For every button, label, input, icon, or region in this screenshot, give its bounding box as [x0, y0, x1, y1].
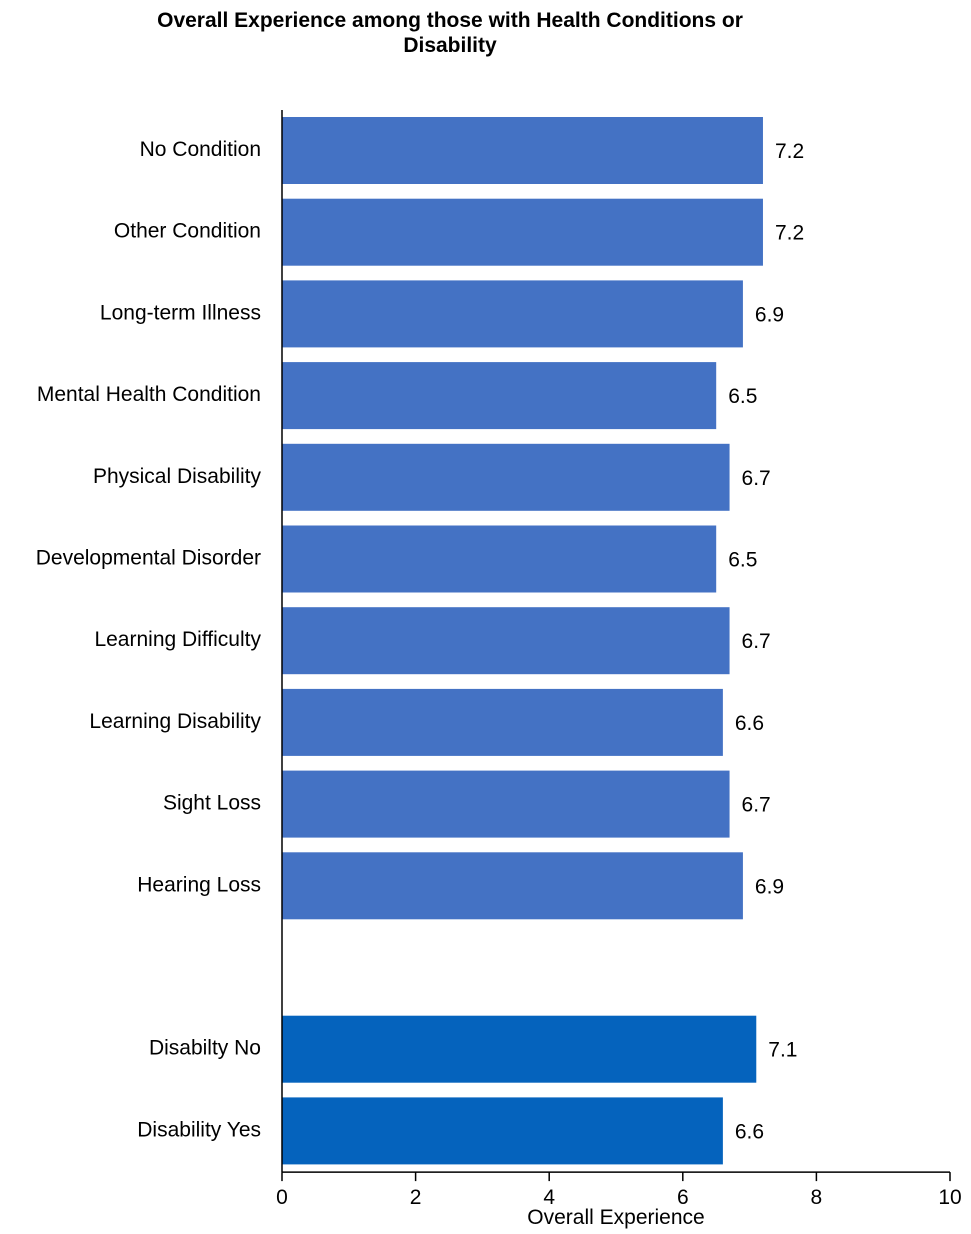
- data-label: 6.6: [735, 712, 764, 735]
- bar: [282, 1097, 723, 1165]
- x-tick-label: 10: [938, 1186, 961, 1209]
- category-label: Mental Health Condition: [37, 383, 261, 406]
- category-label: Sight Loss: [163, 792, 261, 815]
- bar: [282, 362, 717, 430]
- category-label: Hearing Loss: [137, 873, 261, 896]
- chart-title-line: Disability: [403, 34, 497, 57]
- bar: [282, 770, 730, 838]
- data-label: 7.1: [768, 1039, 797, 1062]
- category-label: Physical Disability: [93, 465, 262, 488]
- x-tick-label: 8: [811, 1186, 823, 1209]
- category-label: Disability Yes: [137, 1118, 261, 1141]
- category-label: Learning Difficulty: [94, 628, 261, 651]
- data-label: 6.5: [728, 549, 757, 572]
- category-label: No Condition: [140, 138, 261, 161]
- data-label: 6.7: [742, 630, 771, 653]
- data-label: 7.2: [775, 140, 804, 163]
- bar: [282, 688, 723, 756]
- x-tick-label: 4: [543, 1186, 555, 1209]
- chart-title-line: Overall Experience among those with Heal…: [157, 9, 743, 32]
- data-label: 7.2: [775, 222, 804, 245]
- x-tick-label: 6: [677, 1186, 689, 1209]
- category-label: Long-term Illness: [100, 301, 261, 324]
- bar: [282, 525, 717, 593]
- bar: [282, 443, 730, 511]
- bar: [282, 607, 730, 675]
- data-label: 6.6: [735, 1120, 764, 1143]
- x-tick-label: 2: [410, 1186, 422, 1209]
- data-label: 6.7: [742, 467, 771, 490]
- bar: [282, 852, 743, 920]
- data-label: 6.7: [742, 794, 771, 817]
- x-axis-title: Overall Experience: [527, 1206, 704, 1229]
- category-label: Disabilty No: [149, 1037, 261, 1060]
- data-label: 6.5: [728, 385, 757, 408]
- bar: [282, 198, 763, 266]
- category-label: Other Condition: [114, 220, 261, 243]
- category-label: Learning Disability: [89, 710, 261, 733]
- data-label: 6.9: [755, 875, 784, 898]
- category-label: Developmental Disorder: [36, 547, 261, 570]
- bar: [282, 1015, 757, 1083]
- bar: [282, 117, 763, 184]
- data-label: 6.9: [755, 303, 784, 326]
- x-tick-label: 0: [276, 1186, 288, 1209]
- bar: [282, 280, 743, 348]
